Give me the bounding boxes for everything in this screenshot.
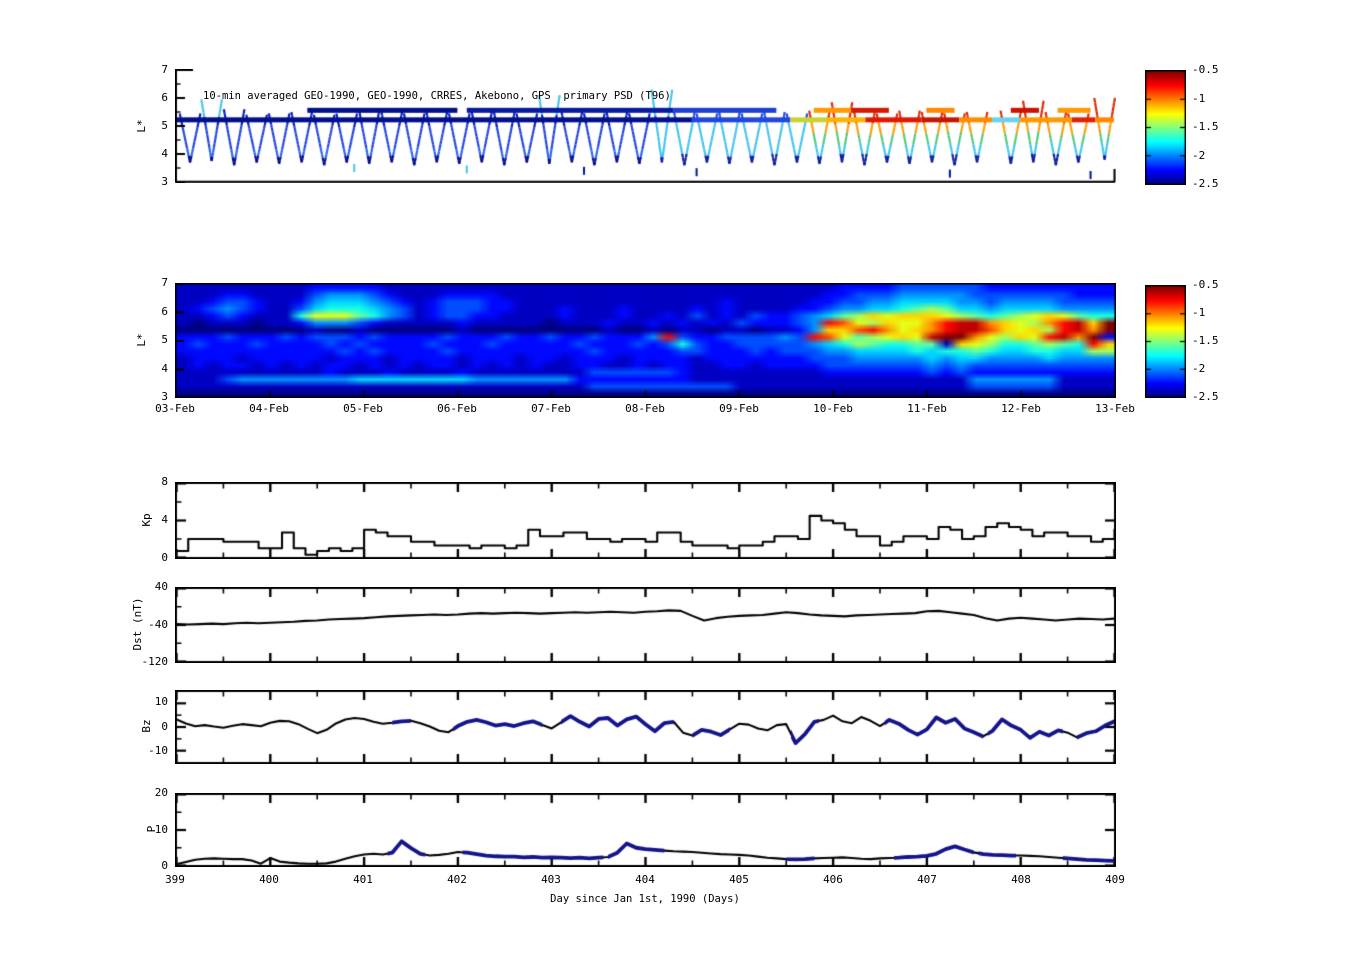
dst-ytick-label: 40 (154, 580, 168, 593)
bz-ytick-label: -10 (148, 743, 168, 757)
day-tick-label: 405 (729, 873, 749, 886)
day-tick-label: 399 (165, 873, 185, 886)
date-tick-label: 13-Feb (1095, 402, 1135, 415)
colorbar-bottom-tick-label: -2 (1192, 362, 1206, 375)
dst-ytick-label: -120 (141, 655, 169, 668)
date-tick-label: 07-Feb (531, 402, 571, 415)
dst-ytick-label: -40 (148, 617, 168, 631)
heatmap-ytick-label: 7 (161, 276, 168, 289)
date-tick-label: 09-Feb (719, 402, 759, 415)
colorbar-top-tick-label: -1.5 (1192, 120, 1219, 133)
plot-title: 10-min averaged GEO-1990, GEO-1990, CRRE… (203, 90, 671, 102)
kp-ytick-label: 8 (161, 475, 168, 488)
kp-ytick-label: 0 (161, 551, 168, 564)
day-tick-label: 407 (917, 873, 937, 886)
date-tick-label: 10-Feb (813, 402, 853, 415)
kp-panel-canvas (175, 482, 1116, 559)
heatmap-ytick-label: 6 (161, 304, 168, 318)
x-axis-label: Day since Jan 1st, 1990 (Days) (550, 893, 740, 905)
day-tick-label: 402 (447, 873, 467, 886)
bz-ytick-label: 10 (154, 695, 168, 709)
p-ytick-label: 10 (154, 822, 168, 836)
colorbar-bottom-tick-label: -1 (1192, 306, 1206, 319)
day-tick-label: 408 (1011, 873, 1031, 886)
p-ytick-label: 0 (161, 859, 168, 872)
psd-scatter-canvas (175, 69, 1116, 183)
heatmap-ytick-label: 4 (161, 361, 168, 375)
scatter-ytick-label: 3 (161, 175, 168, 188)
day-tick-label: 400 (259, 873, 279, 886)
colorbar-top-canvas (1145, 70, 1186, 185)
heatmap-ytick-label: 3 (161, 390, 168, 403)
psd-heatmap-canvas (175, 283, 1116, 398)
date-tick-label: 08-Feb (625, 402, 665, 415)
scatter-ytick-label: 7 (161, 63, 168, 76)
colorbar-bottom-canvas (1145, 285, 1186, 398)
date-tick-label: 11-Feb (907, 402, 947, 415)
colorbar-bottom-tick-label: -2.5 (1192, 390, 1219, 403)
day-tick-label: 404 (635, 873, 655, 886)
colorbar-top-tick-label: -2 (1192, 148, 1206, 162)
colorbar-top-tick-label: -1 (1192, 91, 1206, 105)
kp-ytick-label: 4 (161, 513, 168, 526)
day-tick-label: 406 (823, 873, 843, 886)
bz-panel-canvas (175, 690, 1116, 764)
date-tick-label: 12-Feb (1001, 402, 1041, 415)
colorbar-top-tick-label: -2.5 (1192, 177, 1219, 190)
p-ytick-label: 20 (154, 786, 168, 799)
day-tick-label: 403 (541, 873, 561, 886)
date-tick-label: 05-Feb (343, 402, 383, 415)
bz-ytick-label: 0 (161, 719, 168, 733)
scatter-ytick-label: 4 (161, 147, 168, 160)
colorbar-top-tick-label: -0.5 (1192, 63, 1219, 76)
heatmap-ytick-label: 5 (161, 333, 168, 346)
day-tick-label: 401 (353, 873, 373, 886)
day-tick-label: 409 (1105, 873, 1125, 886)
dst-panel-canvas (175, 587, 1116, 663)
colorbar-bottom-tick-label: -1.5 (1192, 334, 1219, 347)
date-tick-label: 06-Feb (437, 402, 477, 415)
colorbar-bottom-tick-label: -0.5 (1192, 278, 1219, 291)
p-panel-canvas (175, 793, 1116, 867)
scatter-ytick-label: 5 (161, 119, 168, 132)
date-tick-label: 03-Feb (155, 402, 195, 415)
date-tick-label: 04-Feb (249, 402, 289, 415)
scatter-ytick-label: 6 (161, 91, 168, 104)
